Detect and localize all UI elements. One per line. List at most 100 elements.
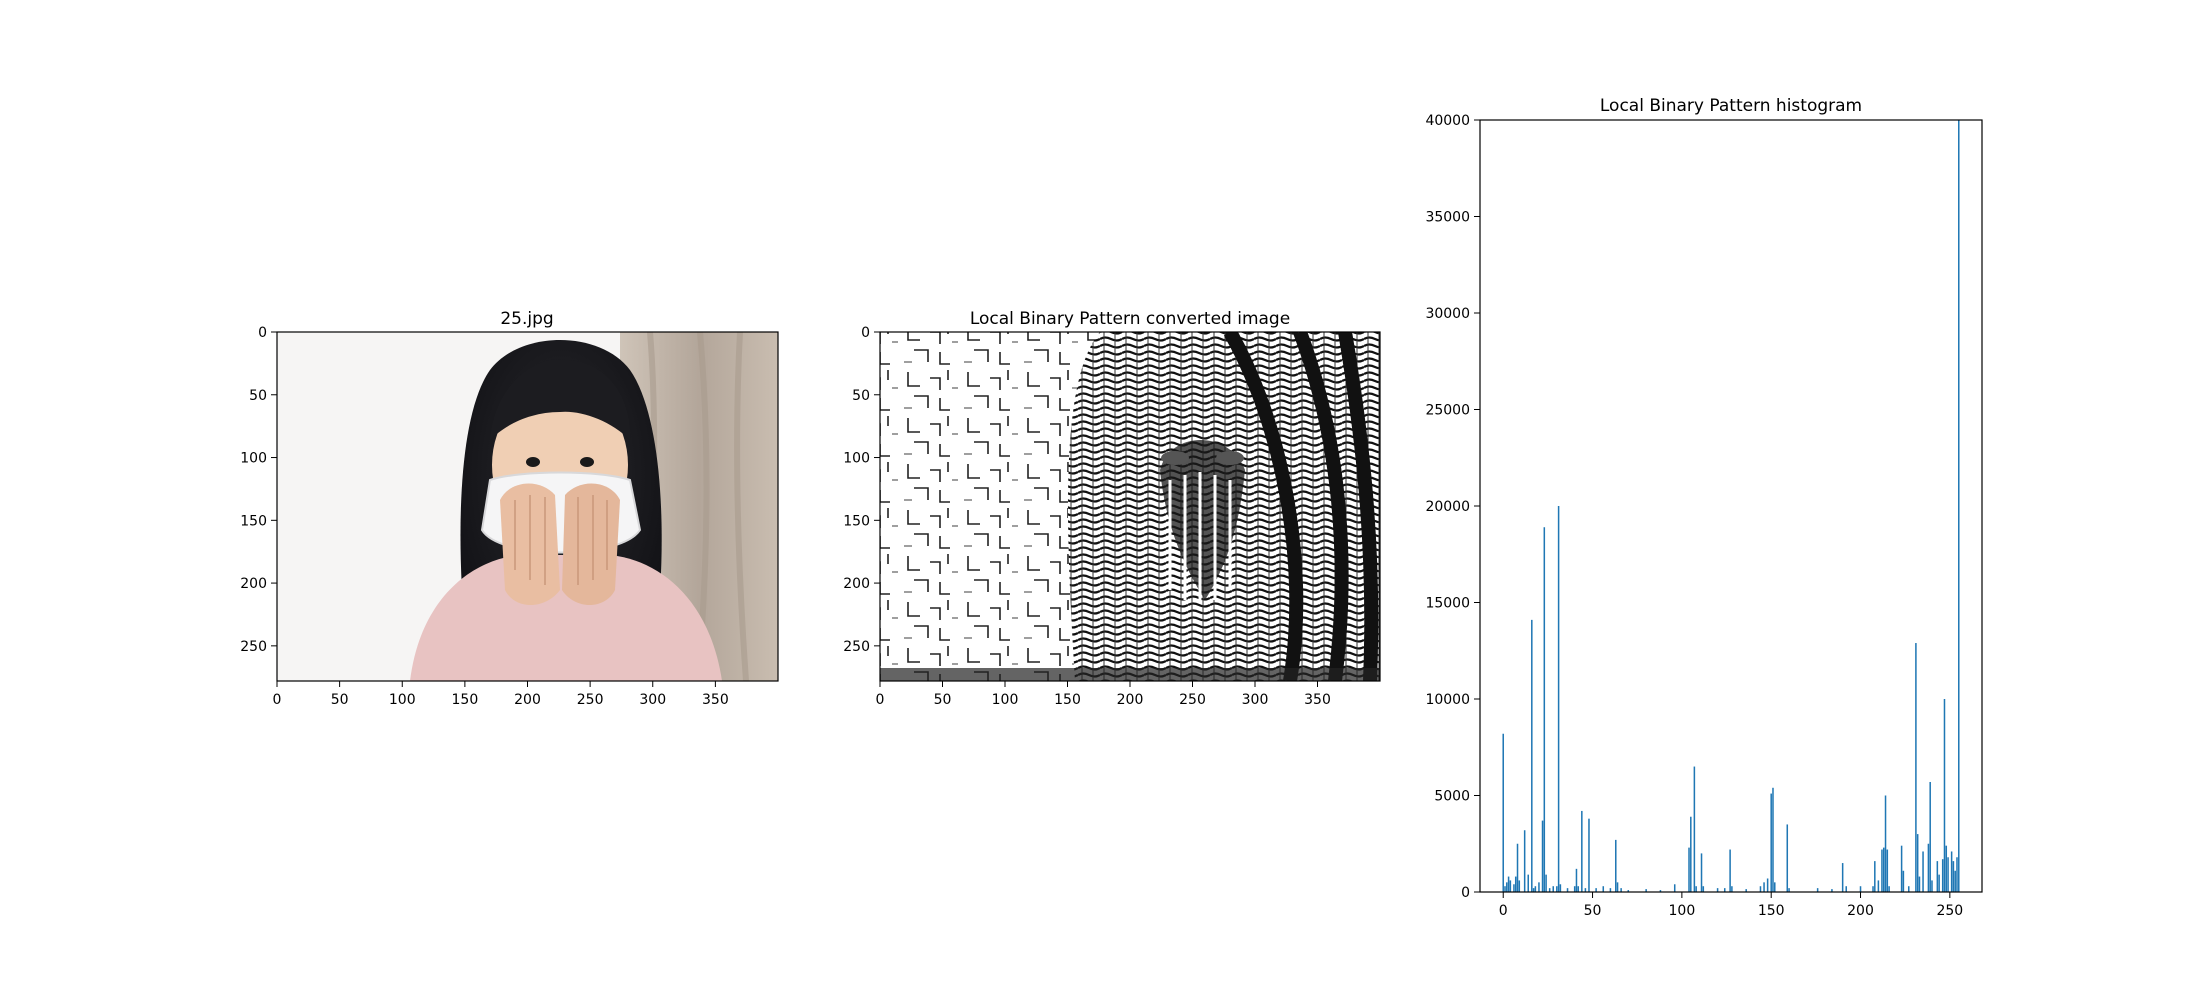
histogram-bar [1609, 888, 1612, 892]
histogram-bar [1602, 886, 1605, 892]
histogram-bar [1845, 886, 1847, 892]
histogram-bar [1859, 886, 1862, 892]
histogram-bar [1531, 619, 1533, 892]
y-tick-label: 250 [843, 639, 870, 655]
histogram-bar [1514, 876, 1517, 892]
histogram-bar [1882, 847, 1885, 892]
x-tick-label: 200 [514, 692, 541, 708]
histogram-bar [1716, 888, 1719, 892]
histogram-bar [1945, 845, 1948, 892]
y-tick-label: 40000 [1425, 113, 1470, 129]
photo-panel: 0 50 100 150 200 250 300 350 0 50 100 150 200 250 25… [240, 309, 779, 708]
x-tick-label: 200 [1847, 903, 1874, 919]
histogram-bar [1620, 888, 1622, 892]
histogram-bar [1881, 849, 1883, 892]
x-tick-label: 50 [934, 692, 952, 708]
x-tick-label: 350 [702, 692, 729, 708]
histogram-y-ticks: 0 5000 10000 15000 20000 25000 30000 35000 40000 [1425, 113, 1480, 901]
x-tick-label: 350 [1304, 692, 1331, 708]
histogram-bar [1504, 886, 1506, 892]
histogram-frame [1479, 119, 1983, 893]
histogram-bars [1502, 120, 1960, 892]
histogram-bar [1931, 880, 1933, 892]
histogram-bar [1943, 699, 1946, 892]
histogram-bar [1534, 886, 1537, 892]
x-tick-label: 200 [1117, 692, 1144, 708]
histogram-bar [1688, 847, 1690, 892]
histogram-bar [1616, 882, 1619, 892]
lbp-image [880, 332, 1380, 681]
x-tick-label: 50 [331, 692, 349, 708]
y-tick-label: 100 [240, 451, 267, 467]
histogram-bar [1888, 886, 1890, 892]
histogram-bar [1513, 884, 1515, 892]
y-tick-label: 0 [258, 325, 267, 341]
x-tick-label: 100 [992, 692, 1019, 708]
y-tick-label: 15000 [1425, 596, 1470, 612]
histogram-bar [1702, 886, 1705, 892]
x-tick-label: 250 [1179, 692, 1206, 708]
y-tick-label: 100 [843, 451, 870, 467]
y-tick-label: 150 [843, 513, 870, 529]
histogram-bar [1627, 890, 1630, 892]
y-tick-label: 20000 [1425, 499, 1470, 515]
histogram-bar [1786, 824, 1789, 892]
histogram-bar [1745, 889, 1747, 892]
histogram-bar [1575, 868, 1578, 892]
histogram-bar [1552, 886, 1555, 892]
histogram-bar [1841, 863, 1844, 892]
histogram-bar [1700, 853, 1703, 892]
histogram-bar [1559, 884, 1562, 892]
histogram-bar [1673, 884, 1676, 892]
histogram-bar [1545, 874, 1547, 892]
histogram-bar [1516, 843, 1519, 892]
photo-x-ticks: 0 50 100 150 200 250 300 350 [273, 681, 729, 708]
y-tick-label: 5000 [1434, 789, 1470, 805]
lbp-panel: 0 50 100 150 200 250 300 350 0 50 100 150 200 250 Lo… [843, 309, 1381, 708]
y-tick-label: 150 [240, 513, 267, 529]
histogram-bar [1577, 886, 1580, 892]
x-tick-label: 50 [1584, 903, 1602, 919]
y-tick-label: 10000 [1425, 692, 1470, 708]
x-tick-label: 250 [577, 692, 604, 708]
y-tick-label: 35000 [1425, 210, 1470, 226]
histogram-bar [1693, 766, 1696, 892]
histogram-bar [1541, 820, 1544, 892]
histogram-bar [1566, 888, 1569, 892]
histogram-bar [1588, 818, 1590, 892]
histogram-bar [1902, 870, 1905, 892]
y-tick-label: 0 [1461, 885, 1470, 901]
histogram-bar [1922, 851, 1924, 892]
histogram-bar [1509, 880, 1512, 892]
histogram-bar [1816, 888, 1819, 892]
histogram-bar [1954, 870, 1956, 892]
lbp-y-ticks: 0 50 100 150 200 250 [843, 325, 880, 655]
histogram-bar [1532, 888, 1535, 892]
histogram-bar [1538, 882, 1540, 892]
x-tick-label: 150 [1054, 692, 1081, 708]
histogram-bar [1916, 834, 1919, 892]
histogram-bar [1584, 888, 1587, 892]
histogram-bar [1872, 886, 1874, 892]
x-tick-label: 150 [452, 692, 479, 708]
histogram-bar [1915, 643, 1917, 892]
histogram-bar [1723, 888, 1726, 892]
histogram-bar [1938, 874, 1940, 892]
histogram-x-ticks: 0 50 100 150 200 250 [1499, 892, 1963, 919]
histogram-bar [1947, 857, 1949, 892]
histogram-bar [1900, 845, 1903, 892]
histogram-panel: 0 50 100 150 200 250 0 5000 10000 15000 20000 2500… [1425, 96, 1983, 919]
histogram-bar [1690, 816, 1692, 892]
histogram-bar [1772, 787, 1774, 892]
lbp-title: Local Binary Pattern converted image [970, 309, 1290, 329]
y-tick-label: 50 [249, 388, 267, 404]
histogram-bar [1927, 843, 1930, 892]
histogram-bar [1502, 733, 1504, 892]
y-tick-label: 50 [852, 388, 870, 404]
photo-image [277, 331, 778, 682]
x-tick-label: 0 [1499, 903, 1508, 919]
histogram-bar [1763, 882, 1765, 892]
histogram-bar [1557, 506, 1560, 892]
histogram-bar [1556, 886, 1558, 892]
